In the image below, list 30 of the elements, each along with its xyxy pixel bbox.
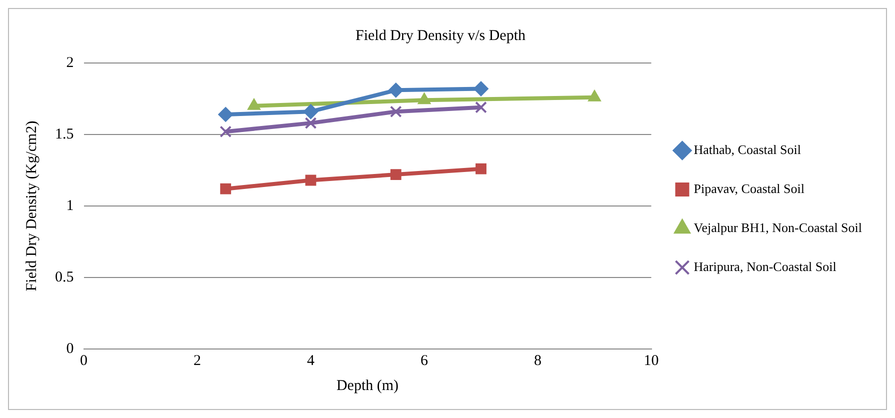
x-tick-label: 8 [534, 352, 542, 369]
legend-label: Haripura, Non-Coastal Soil [694, 258, 837, 274]
x-tick-label: 0 [80, 352, 88, 369]
point [390, 106, 402, 118]
legend-label: Hathab, Coastal Soil [694, 142, 802, 157]
y-tick-label: 1.5 [55, 126, 74, 142]
point [220, 126, 232, 138]
y-tick-label: 2 [66, 54, 74, 71]
point [304, 117, 317, 130]
point [303, 104, 318, 120]
y-tick-label: 0.5 [55, 269, 74, 286]
x-tick-label: 2 [194, 352, 201, 369]
chart-title: Field Dry Density v/s Depth [356, 28, 526, 44]
point [218, 106, 234, 122]
y-tick-label: 1 [66, 198, 74, 214]
x-tick-label: 6 [420, 352, 428, 369]
point [475, 101, 487, 114]
point [390, 169, 402, 180]
legend-label: Vejalpur BH1, Non-Coastal Soil [694, 220, 862, 235]
point [476, 163, 486, 174]
y-tick-label: 0 [66, 340, 74, 357]
x-tick-label: 10 [644, 352, 659, 369]
y-axis-title: Field Dry Density (Kg/cm2) [24, 120, 40, 292]
x-tick-label: 4 [307, 352, 315, 369]
x-axis-title: Depth (m) [336, 378, 399, 394]
point [388, 82, 404, 98]
point [474, 81, 488, 96]
point [220, 183, 232, 194]
legend-label: Pipavav, Coastal Soil [694, 180, 805, 196]
point [305, 174, 316, 186]
